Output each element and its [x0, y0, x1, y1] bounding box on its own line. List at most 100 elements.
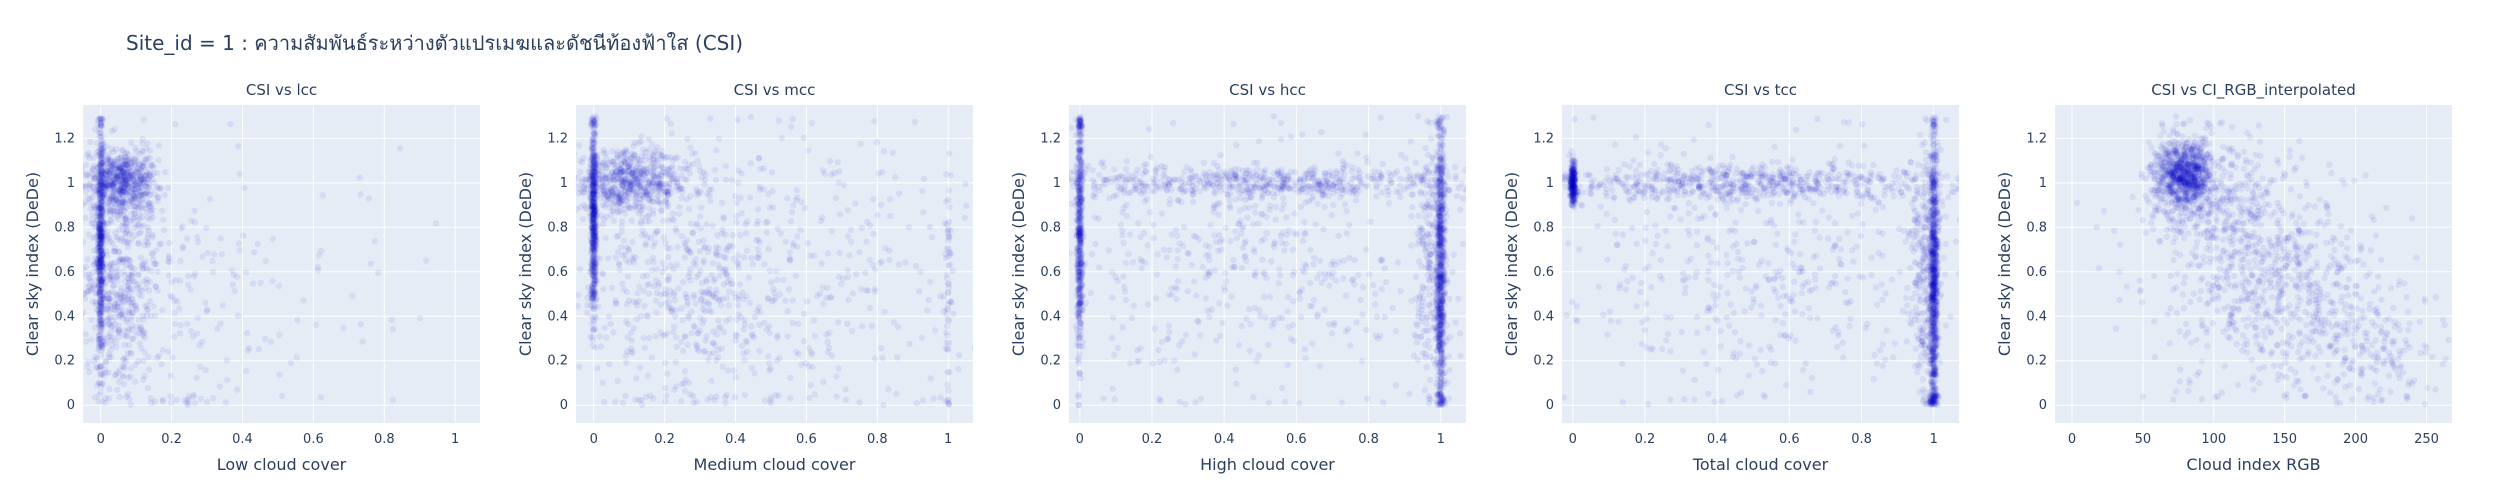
- data-point: [96, 272, 104, 279]
- data-point: [651, 165, 658, 172]
- data-point: [589, 181, 597, 189]
- data-point: [140, 116, 147, 123]
- data-point: [97, 221, 105, 228]
- data-point: [104, 181, 111, 189]
- data-point: [689, 393, 697, 400]
- data-point: [919, 187, 926, 195]
- data-point: [630, 174, 637, 182]
- data-point: [101, 194, 108, 201]
- data-point: [110, 186, 117, 193]
- data-point: [673, 261, 681, 269]
- data-point: [999, 170, 1005, 176]
- data-point: [96, 366, 103, 374]
- data-point: [590, 176, 598, 183]
- data-point: [748, 254, 755, 262]
- data-point: [590, 163, 598, 170]
- data-point: [765, 323, 773, 330]
- data-point: [108, 163, 116, 170]
- data-point: [632, 197, 639, 205]
- data-point: [93, 381, 101, 389]
- data-point: [99, 217, 106, 224]
- data-point: [99, 262, 106, 269]
- data-point: [945, 317, 952, 324]
- data-point: [820, 378, 827, 386]
- data-point: [96, 125, 103, 132]
- data-point: [637, 138, 645, 145]
- data-point: [111, 248, 118, 255]
- data-point: [113, 208, 121, 215]
- data-point: [765, 191, 772, 198]
- data-point: [96, 272, 104, 280]
- data-point: [824, 284, 831, 292]
- data-point: [632, 165, 640, 172]
- data-point: [1077, 319, 1084, 327]
- y-axis-label: Clear sky index (DeDe): [23, 172, 42, 356]
- data-point: [127, 159, 134, 166]
- data-point: [625, 168, 632, 175]
- data-point: [590, 280, 598, 287]
- data-point: [127, 217, 135, 224]
- data-point: [95, 229, 102, 236]
- data-point: [98, 116, 105, 124]
- data-point: [657, 176, 665, 183]
- data-point: [589, 244, 596, 252]
- data-point: [638, 313, 645, 320]
- data-point: [590, 120, 597, 128]
- data-point: [106, 169, 114, 177]
- data-point: [664, 167, 672, 174]
- data-point: [96, 190, 103, 197]
- data-point: [586, 268, 594, 276]
- data-point: [649, 171, 657, 178]
- data-point: [928, 233, 936, 241]
- data-point: [62, 301, 68, 307]
- data-point: [98, 281, 105, 288]
- data-point: [844, 233, 852, 240]
- data-point: [108, 173, 115, 181]
- data-point: [648, 183, 655, 190]
- data-point: [590, 175, 597, 182]
- data-point: [618, 228, 626, 236]
- data-point: [98, 253, 105, 260]
- data-point: [722, 254, 729, 262]
- data-point: [662, 172, 669, 179]
- data-point: [593, 161, 600, 168]
- data-point: [643, 191, 650, 198]
- data-point: [119, 193, 127, 200]
- data-point: [685, 314, 693, 322]
- data-point: [113, 268, 120, 275]
- data-point: [172, 121, 179, 128]
- data-point: [104, 317, 111, 324]
- data-point: [125, 197, 132, 204]
- data-point: [614, 201, 621, 209]
- data-point: [202, 366, 209, 374]
- data-point: [662, 155, 669, 162]
- data-point: [194, 239, 202, 246]
- data-point: [110, 194, 117, 201]
- data-point: [776, 291, 783, 298]
- data-point: [591, 233, 598, 241]
- data-point: [687, 220, 695, 228]
- data-point: [588, 249, 595, 256]
- data-point: [97, 150, 105, 157]
- data-point: [711, 166, 718, 173]
- data-point: [672, 154, 679, 162]
- data-point: [770, 285, 777, 292]
- data-point: [591, 168, 598, 176]
- data-point: [946, 368, 953, 376]
- data-point: [118, 172, 125, 179]
- data-point: [726, 288, 733, 295]
- data-point: [98, 282, 105, 289]
- data-point: [109, 207, 116, 215]
- data-point: [628, 337, 635, 344]
- data-point: [587, 333, 594, 340]
- y-tick-label: 1.2: [547, 131, 568, 146]
- data-point: [590, 185, 598, 192]
- data-point: [706, 290, 713, 297]
- data-point: [102, 394, 109, 402]
- data-point: [610, 158, 617, 165]
- data-point: [95, 237, 103, 244]
- data-point: [590, 209, 597, 216]
- data-point: [150, 303, 157, 310]
- data-point: [707, 394, 715, 401]
- data-point: [636, 195, 643, 203]
